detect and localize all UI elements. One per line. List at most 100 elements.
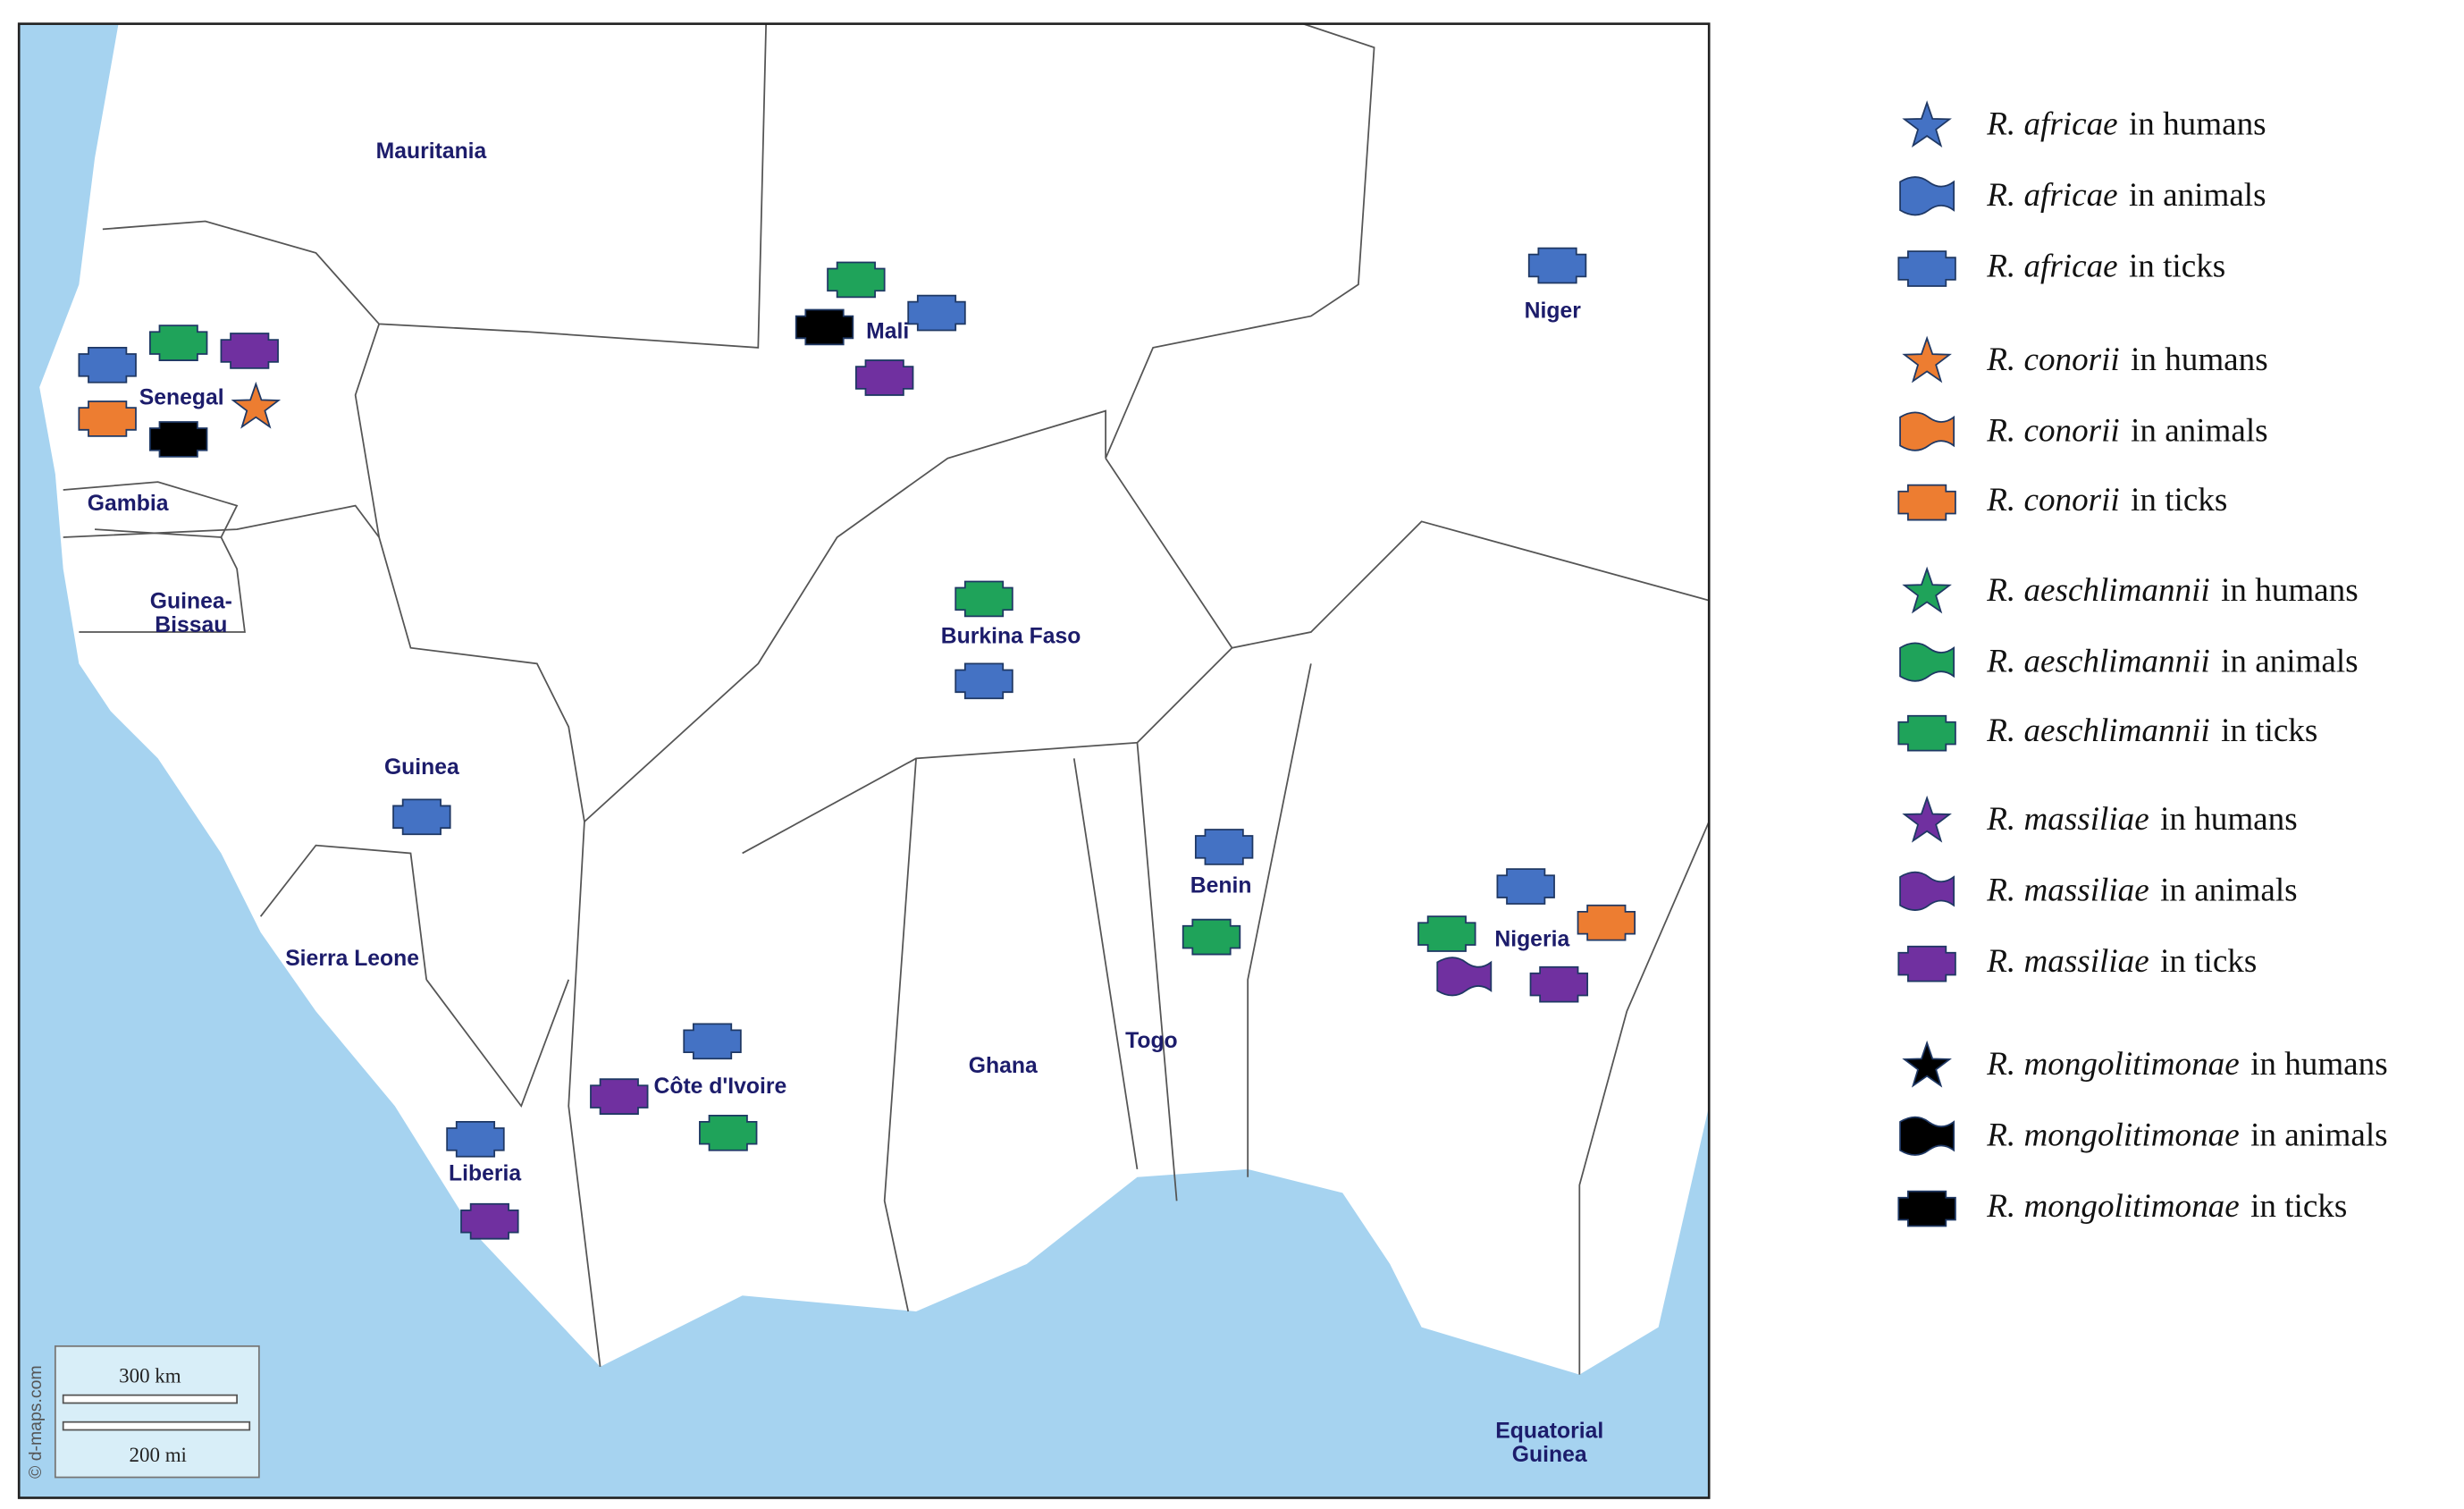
- country-label: Gambia: [88, 492, 169, 516]
- legend-entry: R. africae in animals: [1986, 177, 2266, 214]
- country-label: Guinea-: [150, 590, 232, 614]
- legend-host: in animals: [2131, 412, 2268, 449]
- legend-host: in animals: [2250, 1117, 2388, 1153]
- legend-species: R. massiliae: [1986, 943, 2149, 980]
- scale-label: 300 km: [119, 1365, 181, 1387]
- country-label: Liberia: [449, 1161, 521, 1185]
- map-frame: [17, 22, 1711, 1499]
- legend-species: R. africae: [1986, 177, 2117, 214]
- animal-marker: [1899, 871, 1955, 911]
- tick-marker: [1897, 484, 1956, 521]
- legend-host: in animals: [2160, 872, 2298, 908]
- tick-marker: [78, 400, 137, 437]
- legend-entry: R. massiliae in humans: [1986, 801, 2297, 838]
- country-label: Togo: [1125, 1029, 1178, 1053]
- country-label: Burkina Faso: [941, 624, 1081, 648]
- tick-marker: [1897, 250, 1956, 287]
- tick-marker: [460, 1202, 519, 1240]
- tick-marker: [1529, 965, 1589, 1003]
- legend-species: R. massiliae: [1986, 872, 2149, 908]
- scale-label: 200 mi: [130, 1444, 187, 1466]
- human-marker: [1902, 1040, 1952, 1088]
- legend-entry: R. aeschlimannii in ticks: [1986, 712, 2317, 749]
- animal-marker: [1899, 411, 1955, 451]
- human-marker: [1902, 335, 1952, 384]
- legend-species: R. aeschlimannii: [1986, 571, 2209, 608]
- tick-marker: [149, 325, 208, 361]
- legend-host: in humans: [2131, 341, 2268, 377]
- legend-entry: R. massiliae in ticks: [1986, 943, 2257, 980]
- legend-species: R. mongolitimonae: [1986, 1046, 2239, 1083]
- country-label: Benin: [1190, 874, 1252, 898]
- tick-marker: [1527, 247, 1587, 284]
- animal-marker: [1899, 1116, 1955, 1156]
- legend-entry: R. aeschlimannii in humans: [1986, 571, 2358, 608]
- legend-host: in ticks: [2160, 943, 2257, 980]
- animal-marker: [1436, 957, 1493, 997]
- tick-marker: [907, 294, 966, 332]
- legend-entry: R. mongolitimonae in ticks: [1986, 1188, 2347, 1225]
- country-label: Equatorial: [1495, 1419, 1603, 1443]
- legend-entry: R. mongolitimonae in humans: [1986, 1046, 2387, 1083]
- tick-marker: [1194, 829, 1254, 865]
- legend-entry: R. conorii in ticks: [1986, 482, 2227, 518]
- legend-species: R. aeschlimannii: [1986, 712, 2209, 749]
- animal-marker: [1899, 176, 1955, 216]
- legend-host: in humans: [2160, 801, 2298, 838]
- country-label: Côte d'Ivoire: [653, 1075, 786, 1099]
- legend-host: in ticks: [2221, 712, 2317, 749]
- country-label: Mali: [866, 319, 909, 343]
- legend-host: in animals: [2129, 177, 2266, 214]
- tick-marker: [699, 1114, 758, 1151]
- legend-host: in humans: [2221, 571, 2359, 608]
- scale-bar-mi: [62, 1420, 251, 1431]
- legend-species: R. africae: [1986, 105, 2117, 142]
- legend-species: R. mongolitimonae: [1986, 1188, 2239, 1225]
- tick-marker: [1496, 868, 1555, 905]
- animal-marker: [1899, 642, 1955, 682]
- country-label: Senegal: [139, 386, 224, 410]
- borders: [63, 22, 1711, 1375]
- legend-entry: R. aeschlimannii in animals: [1986, 643, 2358, 679]
- legend-entry: R. conorii in animals: [1986, 412, 2267, 449]
- credit: © d-maps.com: [26, 1365, 46, 1479]
- legend-entry: R. africae in ticks: [1986, 248, 2225, 284]
- legend-species: R. africae: [1986, 248, 2117, 284]
- legend-host: in ticks: [2129, 248, 2225, 284]
- tick-marker: [795, 308, 854, 346]
- tick-marker: [854, 359, 914, 396]
- scale-box: [54, 1345, 260, 1479]
- human-marker: [1902, 100, 1952, 148]
- tick-marker: [1897, 945, 1956, 982]
- legend-host: in ticks: [2131, 482, 2227, 518]
- tick-marker: [590, 1078, 649, 1115]
- human-marker: [1902, 566, 1952, 614]
- tick-marker: [392, 798, 451, 836]
- country-label: Guinea: [1512, 1443, 1587, 1467]
- tick-marker: [1897, 714, 1956, 752]
- legend-species: R. conorii: [1986, 482, 2119, 518]
- legend-species: R. conorii: [1986, 412, 2119, 449]
- country-label: Niger: [1525, 299, 1582, 323]
- country-label: Mauritania: [376, 139, 487, 164]
- country-label: Bissau: [155, 613, 227, 637]
- tick-marker: [954, 662, 1013, 700]
- tick-marker: [827, 261, 886, 299]
- tick-marker: [149, 421, 208, 458]
- scale-bar-km: [62, 1394, 238, 1404]
- country-label: Nigeria: [1494, 928, 1569, 952]
- tick-marker: [1577, 904, 1636, 941]
- legend-entry: R. mongolitimonae in animals: [1986, 1117, 2387, 1153]
- country-label: Sierra Leone: [285, 947, 419, 971]
- tick-marker: [220, 333, 279, 369]
- legend-species: R. mongolitimonae: [1986, 1117, 2239, 1153]
- tick-marker: [954, 580, 1013, 618]
- tick-marker: [1182, 918, 1241, 956]
- tick-marker: [1897, 1190, 1956, 1227]
- country-label: Guinea: [384, 755, 459, 780]
- legend-host: in humans: [2129, 105, 2266, 142]
- legend-species: R. massiliae: [1986, 801, 2149, 838]
- country-label: Ghana: [969, 1054, 1038, 1078]
